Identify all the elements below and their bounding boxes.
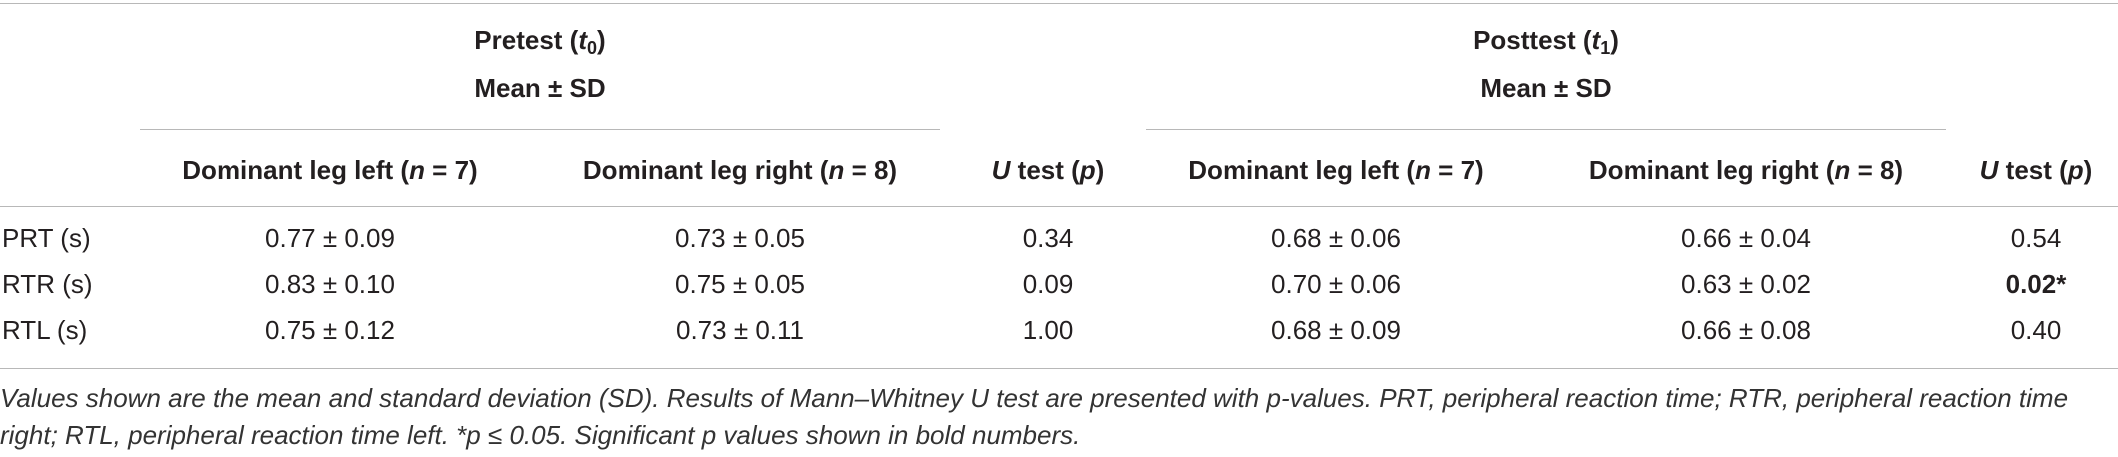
pretest-group-rule <box>140 129 940 130</box>
row-label-prt: PRT (s) <box>2 223 91 253</box>
cell-prt-pre-left: 0.77 ± 0.09 <box>265 223 395 253</box>
cell-rtl-pre-utest: 1.00 <box>1022 315 1074 345</box>
posttest-header: Posttest (t1) <box>1473 25 1619 58</box>
cell-rtl-post-utest: 0.40 <box>2010 315 2062 345</box>
col-header-pre-utest: U test (p) <box>991 155 1105 185</box>
cell-rtl-post-left: 0.68 ± 0.09 <box>1271 315 1401 345</box>
cell-rtl-pre-left: 0.75 ± 0.12 <box>265 315 395 345</box>
cell-rtr-post-utest: 0.02* <box>2005 269 2067 299</box>
cell-prt-post-left: 0.68 ± 0.06 <box>1271 223 1401 253</box>
col-header-pre-right: Dominant leg right (n = 8) <box>582 155 898 185</box>
posttest-stat-label: Mean ± SD <box>1480 73 1612 103</box>
cell-prt-pre-utest: 0.34 <box>1022 223 1074 253</box>
col-header-post-utest: U test (p) <box>1979 155 2093 185</box>
cell-rtr-pre-utest: 0.09 <box>1022 269 1074 299</box>
col-header-pre-left: Dominant leg left (n = 7) <box>182 155 478 185</box>
cell-prt-post-utest: 0.54 <box>2010 223 2062 253</box>
pretest-stat-label: Mean ± SD <box>474 73 606 103</box>
row-label-rtr: RTR (s) <box>2 269 93 299</box>
cell-rtr-pre-left: 0.83 ± 0.10 <box>265 269 395 299</box>
pretest-header: Pretest (t0) <box>474 25 606 58</box>
header-bottom-rule <box>0 206 2118 207</box>
cell-rtl-pre-right: 0.73 ± 0.11 <box>676 315 804 345</box>
cell-rtl-post-right: 0.66 ± 0.08 <box>1681 315 1811 345</box>
table-top-rule <box>0 3 2118 4</box>
cell-rtr-pre-right: 0.75 ± 0.05 <box>675 269 805 299</box>
cell-prt-pre-right: 0.73 ± 0.05 <box>675 223 805 253</box>
table-footnote: Values shown are the mean and standard d… <box>0 383 2069 450</box>
posttest-group-rule <box>1146 129 1946 130</box>
cell-prt-post-right: 0.66 ± 0.04 <box>1681 223 1811 253</box>
col-header-post-left: Dominant leg left (n = 7) <box>1188 155 1484 185</box>
row-label-rtl: RTL (s) <box>2 315 88 345</box>
cell-rtr-post-left: 0.70 ± 0.06 <box>1271 269 1401 299</box>
table-bottom-rule <box>0 368 2118 369</box>
cell-rtr-post-right: 0.63 ± 0.02 <box>1681 269 1811 299</box>
col-header-post-right: Dominant leg right (n = 8) <box>1588 155 1904 185</box>
